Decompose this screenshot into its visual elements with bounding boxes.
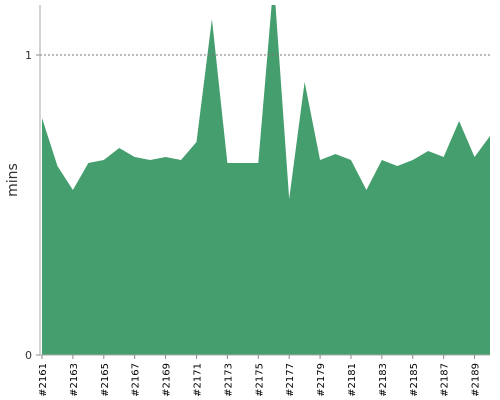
x-tick-label: #2167 bbox=[131, 363, 142, 397]
y-axis-label: mins bbox=[5, 163, 21, 197]
x-tick-label: #2173 bbox=[223, 363, 234, 397]
x-tick-label: #2183 bbox=[378, 363, 389, 397]
x-tick-label: #2175 bbox=[254, 363, 265, 397]
x-tick-label: #2187 bbox=[440, 363, 451, 397]
x-tick-label: #2181 bbox=[347, 363, 358, 397]
x-tick-label: #2163 bbox=[69, 363, 80, 397]
x-tick-label: #2185 bbox=[409, 363, 420, 397]
area bbox=[42, 5, 490, 355]
x-tick-label: #2189 bbox=[471, 363, 482, 397]
x-tick-label: #2161 bbox=[38, 363, 49, 397]
y-tick-label: 0 bbox=[25, 349, 32, 362]
x-tick-label: #2179 bbox=[316, 363, 327, 397]
x-tick-label: #2177 bbox=[285, 363, 296, 397]
x-tick-label: #2165 bbox=[100, 363, 111, 397]
x-tick-label: #2171 bbox=[192, 363, 203, 397]
x-tick-label: #2169 bbox=[162, 363, 173, 397]
y-tick-label: 1 bbox=[25, 49, 32, 62]
